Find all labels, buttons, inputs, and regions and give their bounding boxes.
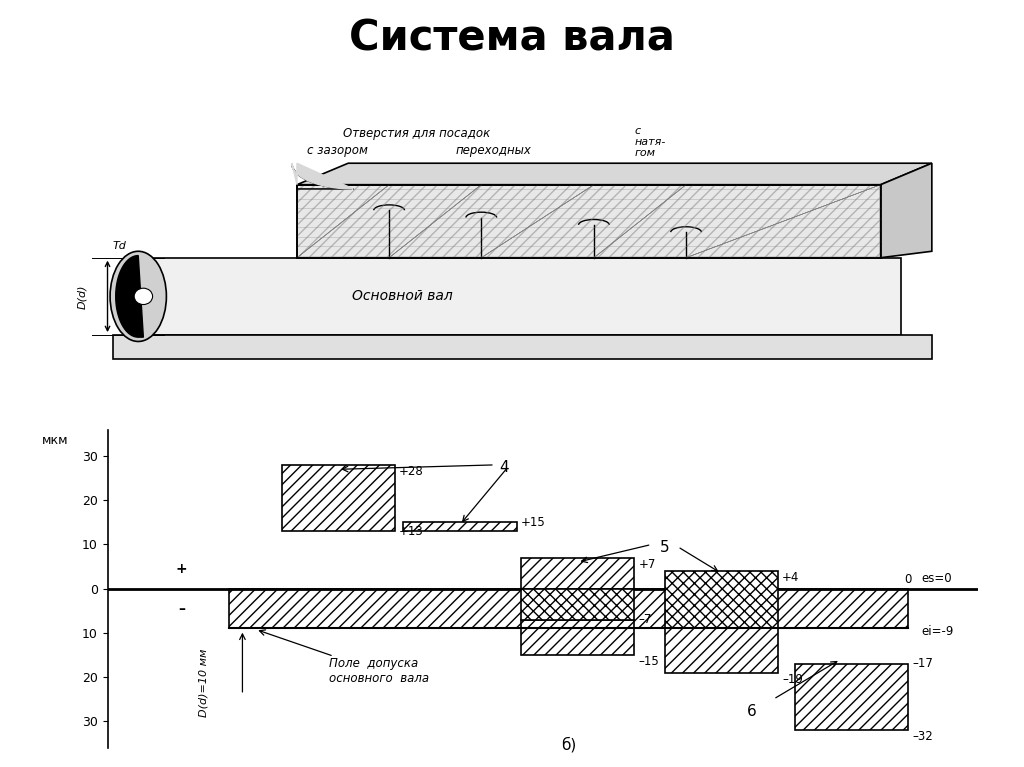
Text: +13: +13 (399, 525, 424, 538)
Bar (297, 185, 881, 258)
Text: Отверстия для посадок: Отверстия для посадок (343, 127, 490, 140)
Text: Td: Td (113, 242, 127, 252)
Text: мкм: мкм (42, 434, 69, 447)
Text: 0: 0 (904, 574, 911, 587)
Text: +15: +15 (521, 516, 546, 529)
Bar (665, 628, 778, 673)
Polygon shape (297, 163, 932, 185)
Text: с
натя-
гом: с натя- гом (635, 127, 667, 158)
Polygon shape (292, 163, 353, 189)
Text: +: + (176, 561, 187, 576)
Bar (403, 522, 517, 532)
Text: Поле  допуска
основного  вала: Поле допуска основного вала (330, 657, 430, 685)
Text: –19: –19 (782, 673, 803, 686)
Text: 4: 4 (500, 460, 509, 476)
Bar (665, 571, 778, 628)
Text: +7: +7 (639, 558, 655, 571)
Text: –: – (178, 601, 185, 616)
Text: –7: –7 (639, 613, 652, 626)
Bar (229, 589, 908, 628)
Bar (282, 465, 395, 532)
Text: +4: +4 (782, 571, 800, 584)
Ellipse shape (134, 288, 153, 304)
Text: Основной вал: Основной вал (351, 289, 453, 304)
Bar (521, 589, 634, 620)
Text: –15: –15 (639, 655, 659, 668)
FancyBboxPatch shape (133, 258, 901, 335)
Text: переходных: переходных (456, 143, 531, 156)
Text: +28: +28 (399, 465, 424, 478)
Text: б): б) (561, 737, 577, 752)
Text: D(d): D(d) (77, 284, 87, 308)
Text: ei=-9: ei=-9 (922, 625, 953, 638)
Bar (796, 663, 908, 730)
Text: 6: 6 (748, 703, 757, 719)
Text: с зазором: с зазором (307, 143, 368, 156)
Text: –17: –17 (912, 657, 934, 670)
Bar (521, 620, 634, 655)
Polygon shape (881, 163, 932, 258)
FancyBboxPatch shape (113, 335, 932, 359)
Text: –32: –32 (912, 730, 934, 743)
Ellipse shape (111, 252, 166, 341)
FancyBboxPatch shape (297, 185, 881, 258)
Text: 5: 5 (660, 540, 670, 555)
Text: Система вала: Система вала (349, 17, 675, 59)
Text: es=0: es=0 (922, 572, 952, 585)
Bar (521, 558, 634, 589)
Text: D(d)=10 мм: D(d)=10 мм (199, 649, 208, 717)
Polygon shape (116, 255, 143, 337)
